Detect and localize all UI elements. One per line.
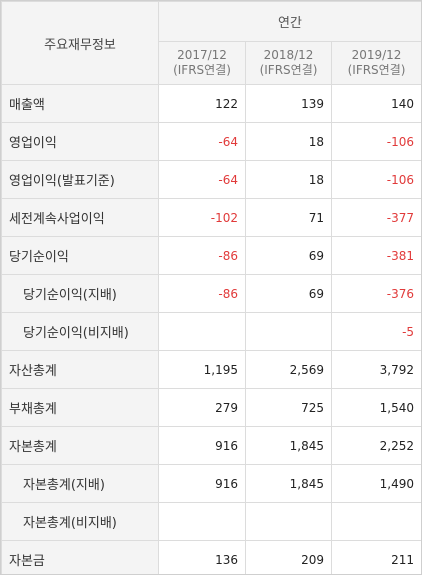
value-cell: 18 [245, 122, 332, 161]
row-label: 자산총계 [1, 350, 159, 389]
value-cell: 211 [330, 540, 421, 574]
value-cell: 916 [158, 464, 246, 503]
value-cell [245, 502, 332, 541]
table-row: 당기순이익(비지배) -5 [1, 312, 421, 351]
row-label: 자본금 [1, 540, 159, 574]
header-main-financial-info: 주요재무정보 [1, 1, 159, 85]
table-row: 매출액 122 139 140 [1, 84, 421, 123]
value-cell: 1,490 [330, 464, 421, 503]
row-label: 영업이익(발표기준) [1, 160, 159, 199]
value-cell: 209 [245, 540, 332, 574]
value-cell: 122 [158, 84, 246, 123]
value-cell: 18 [245, 160, 332, 199]
value-cell: -64 [158, 160, 246, 199]
table-row: 자본총계 916 1,845 2,252 [1, 426, 421, 465]
value-cell: -106 [330, 122, 421, 161]
value-cell: -377 [330, 198, 421, 237]
financial-rows: 매출액 122 139 140 영업이익 -64 18 -106 영업이익(발표기준) -64 18… [1, 84, 421, 574]
header-period-2017: 2017/12 (IFRS연결) [158, 41, 246, 85]
value-cell: 3,792 [330, 350, 421, 389]
value-cell: 2,252 [330, 426, 421, 465]
period-year: 2018/12 [263, 48, 314, 62]
period-year: 2019/12 [351, 48, 402, 62]
period-basis: (IFRS연결) [347, 63, 406, 77]
table-row: 부채총계 279 725 1,540 [1, 388, 421, 427]
row-label: 자본총계(비지배) [1, 502, 159, 541]
value-cell [158, 502, 246, 541]
row-label: 부채총계 [1, 388, 159, 427]
row-label: 매출액 [1, 84, 159, 123]
table-row: 자본총계(지배) 916 1,845 1,490 [1, 464, 421, 503]
value-cell: 279 [158, 388, 246, 427]
header-period-2019: 2019/12 (IFRS연결) [330, 41, 421, 85]
header-period-2018: 2018/12 (IFRS연결) [245, 41, 332, 85]
value-cell: 139 [245, 84, 332, 123]
table-row: 영업이익 -64 18 -106 [1, 122, 421, 161]
value-cell: 916 [158, 426, 246, 465]
value-cell: -86 [158, 274, 246, 313]
row-label: 자본총계 [1, 426, 159, 465]
table-row: 당기순이익 -86 69 -381 [1, 236, 421, 275]
value-cell: -5 [330, 312, 421, 351]
value-cell: -106 [330, 160, 421, 199]
table-row: 자산총계 1,195 2,569 3,792 [1, 350, 421, 389]
value-cell: 1,845 [245, 426, 332, 465]
row-label: 세전계속사업이익 [1, 198, 159, 237]
value-cell: -376 [330, 274, 421, 313]
value-cell [330, 502, 421, 541]
row-label: 영업이익 [1, 122, 159, 161]
value-cell: 136 [158, 540, 246, 574]
table-row: 자본금 136 209 211 [1, 540, 421, 574]
row-label: 자본총계(지배) [1, 464, 159, 503]
value-cell: 69 [245, 236, 332, 275]
row-label: 당기순이익(지배) [1, 274, 159, 313]
value-cell: -86 [158, 236, 246, 275]
value-cell: -381 [330, 236, 421, 275]
value-cell: -64 [158, 122, 246, 161]
table-row: 당기순이익(지배) -86 69 -376 [1, 274, 421, 313]
value-cell: 140 [330, 84, 421, 123]
value-cell: 1,195 [158, 350, 246, 389]
value-cell: 71 [245, 198, 332, 237]
value-cell: 725 [245, 388, 332, 427]
value-cell: 69 [245, 274, 332, 313]
table-row: 세전계속사업이익 -102 71 -377 [1, 198, 421, 237]
row-label: 당기순이익 [1, 236, 159, 275]
table-row: 영업이익(발표기준) -64 18 -106 [1, 160, 421, 199]
header-annual: 연간 [157, 1, 421, 42]
table-row: 자본총계(비지배) [1, 502, 421, 541]
period-year: 2017/12 [177, 48, 227, 62]
value-cell: 1,845 [245, 464, 332, 503]
row-label: 당기순이익(비지배) [1, 312, 159, 351]
period-basis: (IFRS연결) [259, 63, 318, 77]
value-cell [245, 312, 332, 351]
value-cell: 2,569 [245, 350, 332, 389]
period-basis: (IFRS연결) [173, 63, 231, 77]
value-cell: 1,540 [330, 388, 421, 427]
value-cell: -102 [158, 198, 246, 237]
value-cell [158, 312, 246, 351]
